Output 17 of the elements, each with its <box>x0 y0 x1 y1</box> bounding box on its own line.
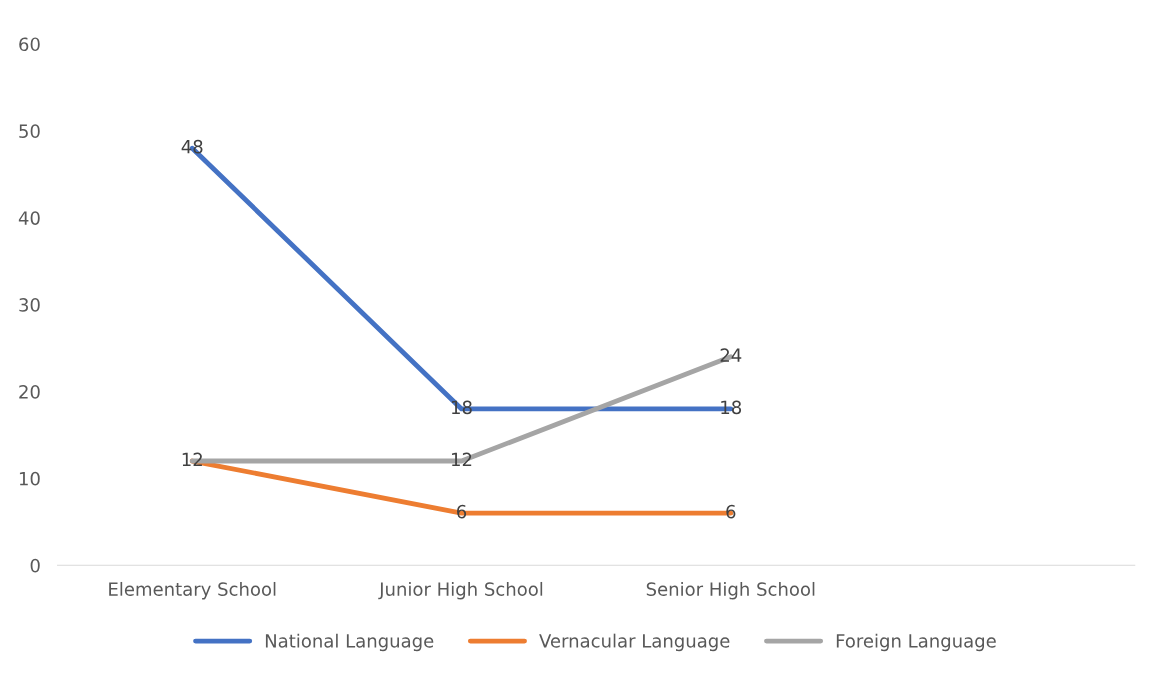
y-tick-label: 30 <box>19 298 40 312</box>
y-tick-label: 10 <box>19 471 40 486</box>
y-tick-label: 50 <box>19 124 40 138</box>
y-tick-label: 0 <box>30 558 40 573</box>
legend-label: Vernacular Language <box>539 633 730 652</box>
x-tick-label: Junior High School <box>378 581 543 600</box>
data-label: 18 <box>452 400 472 415</box>
x-tick-label: Senior High School <box>646 581 815 600</box>
y-tick-label: 60 <box>19 37 40 52</box>
y-tick-label: 40 <box>18 211 40 225</box>
legend-label: National Language <box>265 633 434 652</box>
legend-label: Foreign Language <box>836 633 996 652</box>
x-tick-label: Elementary School <box>109 581 276 600</box>
data-label: 24 <box>720 348 742 362</box>
data-label: 12 <box>182 452 202 467</box>
y-tick-label: 20 <box>19 384 40 399</box>
data-label: 48 <box>181 139 203 154</box>
